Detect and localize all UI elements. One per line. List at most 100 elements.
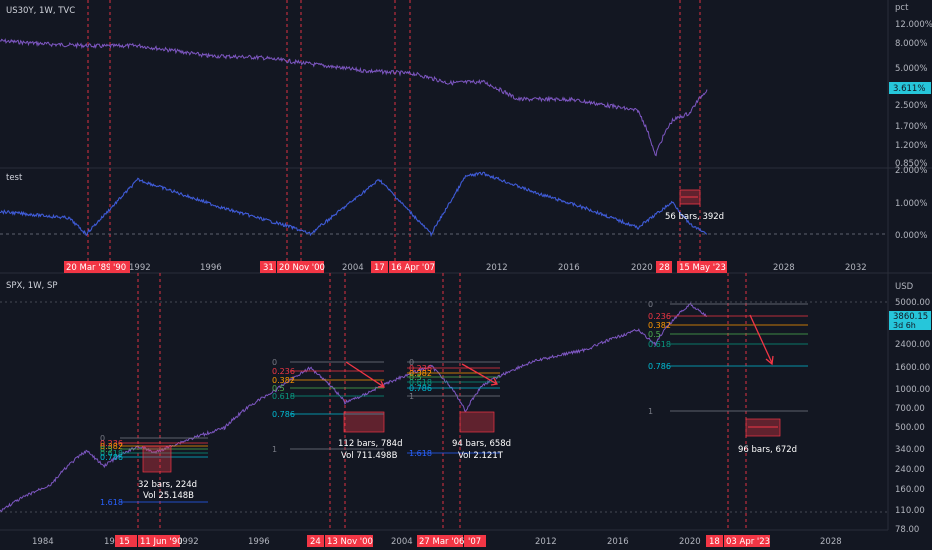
axis-unit-bottom: USD: [895, 282, 914, 292]
fib-label-0-2: 0.382: [100, 442, 123, 451]
svg-text:1.000%: 1.000%: [895, 199, 927, 209]
annotation-bars-4: 96 bars, 672d: [738, 445, 797, 455]
svg-text:1992: 1992: [129, 263, 151, 273]
fib-label-0-5: 0.786: [100, 453, 123, 462]
svg-text:5.000%: 5.000%: [895, 64, 927, 74]
fib-label-1-3: 0.5: [272, 384, 285, 393]
svg-text:110.00: 110.00: [895, 506, 925, 516]
svg-text:1.700%: 1.700%: [895, 122, 927, 132]
fib-label-3-1: 0.236: [648, 312, 671, 321]
fib-label-1-5: 0.786: [272, 410, 295, 419]
svg-text:15: 15: [119, 537, 130, 547]
svg-text:700.00: 700.00: [895, 404, 925, 414]
fib-label-0-1: 0.236: [100, 439, 123, 448]
annotation-vol-2: Vol 711.498B: [341, 451, 398, 461]
fib-label-1-1: 0.236: [272, 367, 295, 376]
fib-label-3-0: 0: [648, 300, 653, 309]
svg-text:19: 19: [104, 537, 115, 547]
svg-text:2032: 2032: [845, 263, 867, 273]
svg-text:2012: 2012: [486, 263, 508, 273]
fib-label-2-3: 0.5: [409, 373, 422, 382]
us30y-price-line[interactable]: [0, 38, 708, 157]
annotation-mid: 56 bars, 392d: [665, 212, 724, 222]
fib-label-2-1: 0.236: [409, 364, 432, 373]
fib-label-2-6: 1: [409, 392, 414, 401]
svg-text:15 May '23: 15 May '23: [679, 263, 726, 273]
fib-label-2-7: 1.618: [409, 449, 432, 458]
fib-label-1-2: 0.382: [272, 376, 295, 385]
svg-text:2012: 2012: [535, 537, 557, 547]
svg-text:500.00: 500.00: [895, 423, 925, 433]
fib-label-3-5: 0.786: [648, 362, 671, 371]
svg-text:31: 31: [263, 263, 274, 273]
svg-text:2016: 2016: [607, 537, 629, 547]
svg-text:1992: 1992: [177, 537, 199, 547]
fib-label-0-4: 0.618: [100, 449, 123, 458]
svg-text:240.00: 240.00: [895, 465, 925, 475]
svg-text:0.850%: 0.850%: [895, 159, 927, 169]
svg-text:24: 24: [310, 537, 321, 547]
pane-title-us30y: US30Y, 1W, TVC: [6, 6, 75, 16]
svg-text:8.000%: 8.000%: [895, 39, 927, 49]
svg-text:2004: 2004: [391, 537, 413, 547]
fib-label-0-7: 1.618: [100, 498, 123, 507]
svg-text:13 Nov '00: 13 Nov '00: [327, 537, 373, 547]
pane-title-test: test: [6, 173, 23, 183]
svg-text:'07: '07: [468, 537, 481, 547]
spx-price-line[interactable]: [0, 302, 708, 513]
price-tag-bottom-value: 3860.15: [893, 312, 928, 322]
svg-text:1.200%: 1.200%: [895, 141, 927, 151]
price-tag-bottom: [889, 311, 931, 330]
svg-text:2020: 2020: [631, 263, 653, 273]
svg-text:1600.00: 1600.00: [895, 363, 930, 373]
fib-label-2-5: 0.786: [409, 384, 432, 393]
annotation-vol-1: Vol 25.148B: [143, 491, 194, 501]
svg-text:'90: '90: [113, 263, 126, 273]
fib-label-3-2: 0.382: [648, 321, 671, 330]
date-tags-mid: 20 Mar '89 '90 31 20 Nov '00 17 16 Apr '…: [64, 261, 727, 273]
svg-text:2004: 2004: [342, 263, 364, 273]
svg-text:2020: 2020: [679, 537, 701, 547]
test-oscillator-line[interactable]: [0, 171, 707, 238]
fib-label-0-3: 0.5: [100, 445, 113, 454]
fib-label-3-4: 0.618: [648, 340, 671, 349]
svg-text:16 Apr '07: 16 Apr '07: [391, 263, 435, 273]
annotation-bars-2: 112 bars, 784d: [338, 439, 402, 449]
fib-label-2-2: 0.382: [409, 369, 432, 378]
fib-retracement-groups[interactable]: 00.2360.3820.50.6180.7861.61800.2360.382…: [100, 300, 808, 507]
svg-text:1996: 1996: [248, 537, 270, 547]
trend-arrows[interactable]: [345, 314, 774, 388]
svg-text:0.000%: 0.000%: [895, 231, 927, 241]
svg-text:2016: 2016: [558, 263, 580, 273]
fib-label-1-4: 0.618: [272, 392, 295, 401]
price-tag-top-text: 3.611%: [893, 84, 925, 94]
svg-text:78.00: 78.00: [895, 525, 919, 535]
svg-text:28: 28: [659, 263, 670, 273]
svg-text:2.000%: 2.000%: [895, 166, 927, 176]
svg-text:1000.00: 1000.00: [895, 385, 930, 395]
price-axis-top: 12.000% 8.000% 5.000% 2.500% 1.700% 1.20…: [895, 20, 932, 169]
pane-title-spx: SPX, 1W, SP: [6, 281, 58, 291]
time-axis-mid: 1992 1996 2004 2012 2016 2020 2028 2032: [129, 263, 867, 273]
fib-label-3-3: 0.5: [648, 330, 661, 339]
svg-text:160.00: 160.00: [895, 485, 925, 495]
annotation-bars-1: 32 bars, 224d: [138, 480, 197, 490]
svg-text:2.500%: 2.500%: [895, 101, 927, 111]
svg-text:2028: 2028: [773, 263, 795, 273]
annotation-vol-3: Vol 2.121T: [458, 451, 504, 461]
svg-text:1984: 1984: [32, 537, 54, 547]
fib-label-2-0: 0: [409, 358, 414, 367]
svg-text:11 Jun '90: 11 Jun '90: [140, 537, 183, 547]
svg-text:20 Mar '89: 20 Mar '89: [66, 263, 111, 273]
price-axis-mid: 2.000% 1.000% 0.000%: [895, 166, 927, 241]
axis-unit-top: pct: [895, 3, 909, 13]
svg-text:2400.00: 2400.00: [895, 340, 930, 350]
svg-text:17: 17: [374, 263, 385, 273]
fib-label-3-6: 1: [648, 407, 653, 416]
projection-boxes-bottom[interactable]: [142, 411, 781, 473]
date-tags-bottom: 15 11 Jun '90 24 13 Nov '00 27 Mar '06 '…: [115, 535, 770, 547]
time-axis-bottom: 1984 19 1992 1996 2004 2012 2016 2020 20…: [32, 537, 842, 547]
fib-label-1-6: 1: [272, 445, 277, 454]
